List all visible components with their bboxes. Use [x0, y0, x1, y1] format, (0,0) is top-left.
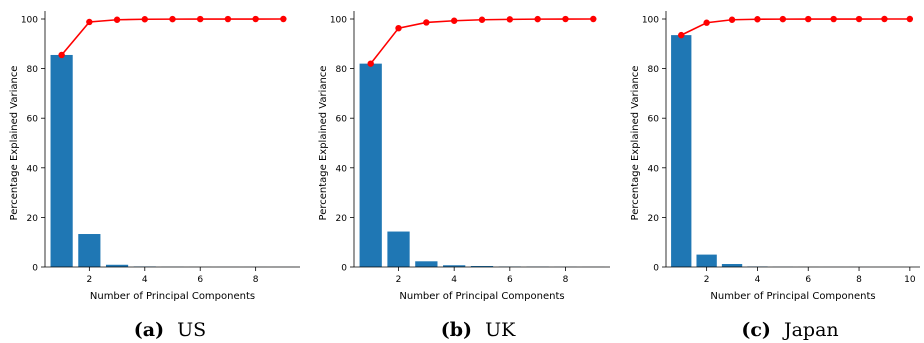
cumulative-point: [562, 15, 569, 23]
cumulative-line: [370, 18, 594, 65]
cumulative-point: [169, 15, 176, 23]
y-tick-label: 60: [336, 115, 348, 125]
cumulative-point: [478, 16, 486, 23]
plot-area: 0 20 40 60 80 100 2 4 6 8 10: [642, 11, 920, 285]
y-tick-label: 20: [27, 214, 39, 224]
bar: [415, 261, 438, 267]
x-tick-label: 4: [451, 275, 457, 285]
y-axis-label: Percentage Explained Variance: [630, 66, 641, 221]
x-axis-label: Number of Principal Components: [399, 291, 564, 302]
caption-title: US: [177, 319, 206, 341]
cumulative-point: [367, 60, 374, 67]
bar: [387, 231, 410, 267]
bar: [359, 63, 382, 267]
bar: [105, 264, 129, 267]
cumulative-point: [805, 15, 812, 23]
y-tick-label: 80: [27, 65, 39, 75]
x-axis-label: Number of Principal Components: [710, 291, 875, 302]
x-tick-label: 6: [197, 275, 203, 285]
x-tick-label: 8: [563, 275, 569, 285]
plot-area: 0 20 40 60 80 100 2 4 6 8: [330, 11, 610, 285]
bar: [721, 264, 743, 267]
cumulative-point: [728, 16, 736, 23]
cumulative-point: [141, 16, 148, 23]
cumulative-point: [58, 51, 65, 59]
cumulative-point: [830, 15, 837, 23]
cumulative-point: [280, 15, 287, 23]
cumulative-point: [855, 15, 863, 23]
chart-panel-japan: 0 20 40 60 80 100 2 4 6 8 10 Percentage Explained …: [630, 11, 920, 341]
x-tick-label: 8: [856, 275, 862, 285]
bar: [443, 265, 466, 267]
panel-caption: (b) UK: [441, 319, 516, 341]
caption-title: UK: [485, 319, 516, 341]
x-tick-label: 4: [755, 275, 761, 285]
cumulative-point: [252, 15, 259, 23]
cumulative-point: [423, 19, 430, 26]
y-tick-label: 100: [21, 16, 38, 26]
y-tick-label: 0: [653, 264, 659, 274]
y-tick-label: 100: [330, 16, 347, 26]
y-tick-label: 40: [648, 164, 660, 174]
cumulative-point: [534, 15, 541, 23]
panel-caption: (a) US: [134, 319, 206, 341]
cumulative-point: [86, 18, 93, 26]
y-tick-label: 20: [336, 214, 348, 224]
plot-area: 0 20 40 60 80 100 2 4 6 8: [21, 11, 300, 285]
panel-caption: (c) Japan: [741, 319, 838, 341]
x-tick-label: 10: [904, 275, 916, 285]
cumulative-point: [224, 15, 232, 23]
y-tick-label: 60: [27, 115, 39, 125]
y-tick-label: 40: [27, 164, 39, 174]
cumulative-point: [590, 15, 597, 23]
y-tick-label: 20: [648, 214, 660, 224]
x-tick-label: 6: [507, 275, 513, 285]
bar: [78, 234, 101, 267]
chart-panel-uk: 0 20 40 60 80 100 2 4 6 8 Percentage Explained Va…: [318, 11, 610, 341]
cumulative-point: [906, 15, 914, 23]
cumulative-point: [703, 19, 710, 26]
cumulative-point: [506, 16, 514, 23]
y-tick-label: 80: [336, 65, 348, 75]
y-tick-label: 0: [32, 264, 38, 274]
x-tick-label: 6: [805, 275, 811, 285]
cumulative-line: [61, 18, 284, 56]
y-axis-label: Percentage Explained Variance: [9, 66, 20, 221]
x-tick-label: 2: [396, 275, 402, 285]
x-axis-label: Number of Principal Components: [90, 291, 255, 302]
y-tick-label: 100: [642, 16, 659, 26]
cumulative-point: [450, 17, 458, 24]
y-axis-label: Percentage Explained Variance: [318, 66, 329, 221]
x-tick-label: 2: [86, 275, 92, 285]
cumulative-point: [779, 15, 787, 23]
bar: [50, 54, 73, 268]
caption-letter: (c): [741, 319, 771, 341]
x-tick-label: 2: [704, 275, 710, 285]
bar: [696, 254, 717, 267]
chart-panel-us: 0 20 40 60 80 100 2 4 6 8 Percentage Explained Va…: [9, 11, 300, 341]
caption-letter: (b): [441, 319, 472, 341]
bar: [470, 266, 494, 267]
x-tick-label: 8: [253, 275, 259, 285]
bar: [671, 35, 692, 268]
y-tick-label: 60: [648, 115, 660, 125]
cumulative-point: [678, 31, 685, 39]
caption-letter: (a): [134, 319, 164, 341]
cumulative-point: [395, 24, 402, 32]
y-tick-label: 80: [648, 65, 660, 75]
cumulative-point: [881, 15, 888, 23]
x-tick-label: 4: [142, 275, 148, 285]
cumulative-line: [680, 18, 910, 36]
cumulative-point: [113, 16, 121, 23]
cumulative-point: [197, 15, 204, 23]
cumulative-point: [754, 16, 761, 23]
y-tick-label: 0: [341, 264, 347, 274]
caption-title: Japan: [782, 319, 839, 341]
y-tick-label: 40: [336, 164, 348, 174]
